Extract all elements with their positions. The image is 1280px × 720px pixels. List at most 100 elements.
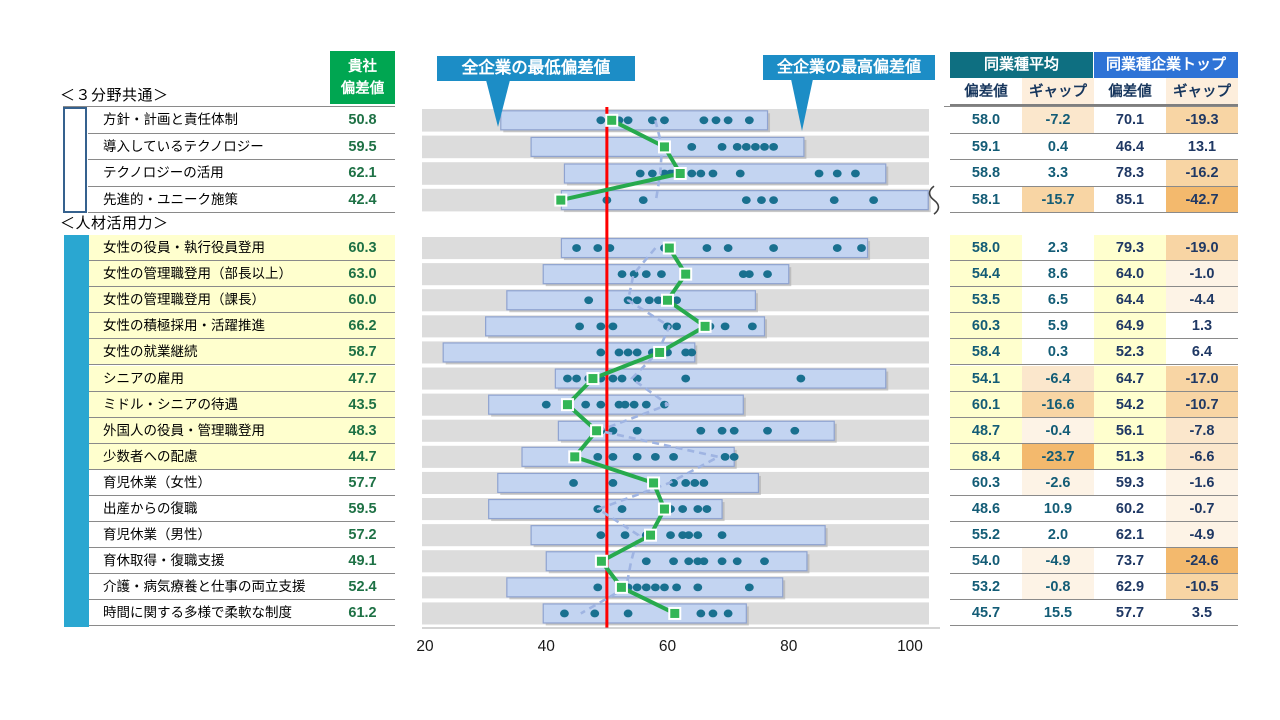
company-value: 48.3	[330, 417, 395, 444]
min-callout-tail	[486, 80, 510, 127]
company-value: 59.5	[330, 496, 395, 523]
company-dot	[760, 557, 769, 566]
avg-value-cell: 53.2	[950, 574, 1022, 601]
axis-break-squiggle	[928, 185, 940, 215]
company-marker	[657, 140, 671, 154]
top-value-cell: 56.1	[1094, 417, 1166, 444]
avg-value-cell: 58.1	[950, 186, 1022, 214]
top-value-cell: 54.2	[1094, 391, 1166, 418]
axis-tick-label: 100	[897, 638, 923, 655]
right-table-top-line	[944, 105, 1238, 107]
company-dot	[690, 479, 700, 487]
avg-gap-cell: 10.9	[1022, 496, 1094, 523]
company-dot	[632, 348, 642, 357]
company-dot	[732, 557, 742, 566]
top-gap-cell: 1.3	[1166, 313, 1238, 340]
company-marker	[590, 424, 604, 438]
company-dot	[869, 196, 879, 204]
company-dot	[632, 452, 642, 461]
avg-gap-cell: 6.5	[1022, 287, 1094, 314]
company-dot	[717, 557, 727, 566]
company-dot	[650, 583, 660, 592]
company-dot	[720, 452, 730, 461]
avg-value-cell: 58.8	[950, 160, 1022, 187]
top-gap-cell: -19.3	[1166, 107, 1238, 134]
company-dot	[741, 143, 751, 151]
min-callout: 全企業の最低偏差値	[437, 56, 635, 81]
category-label: ミドル・シニアの待遇	[88, 391, 330, 418]
company-dot	[678, 505, 688, 513]
category-label: 女性の役員・執行役員登用	[88, 235, 330, 262]
company-dot	[581, 400, 591, 409]
avg-value-cell: 58.4	[950, 339, 1022, 366]
top-value-cell: 64.9	[1094, 313, 1166, 340]
company-dot	[669, 452, 678, 461]
top-value-cell: 60.2	[1094, 496, 1166, 523]
axis-tick-label: 40	[538, 638, 556, 655]
company-dot	[763, 426, 772, 435]
company-dot	[681, 374, 691, 383]
company-value: 60.3	[330, 235, 395, 262]
company-marker	[662, 241, 676, 255]
company-dot	[769, 196, 778, 204]
range-bar	[542, 264, 790, 285]
company-dot	[641, 583, 651, 592]
category-label: 女性の積極採用・活躍推進	[88, 313, 330, 340]
avg-value-cell: 58.0	[950, 235, 1022, 262]
category-label: 女性の就業継続	[88, 339, 330, 366]
category-label: 出産からの復職	[88, 496, 330, 523]
company-value: 44.7	[330, 443, 395, 470]
company-dot	[617, 505, 627, 513]
top-value-cell: 64.4	[1094, 287, 1166, 314]
company-dot	[708, 609, 718, 618]
avg-gap-cell: -15.7	[1022, 186, 1094, 214]
company-dot	[541, 400, 551, 409]
company-value: 63.0	[330, 261, 395, 288]
company-value: 60.0	[330, 287, 395, 314]
company-marker	[661, 293, 674, 307]
company-dot	[596, 400, 606, 409]
category-label: 女性の管理職登用（部長以上）	[88, 261, 330, 288]
company-dot	[641, 557, 651, 566]
avg-gap-col-header: ギャップ	[1022, 78, 1094, 106]
company-dot	[596, 322, 606, 331]
company-dot	[687, 143, 697, 151]
company-dot	[569, 479, 578, 487]
section-title-common: ＜３分野共通＞	[60, 87, 169, 104]
category-label: 先進的・ユニーク施策	[88, 186, 330, 214]
company-dot	[699, 479, 709, 487]
company-value: 47.7	[330, 365, 395, 392]
company-dot	[681, 479, 691, 487]
company-dot	[723, 116, 733, 125]
company-dot	[617, 270, 627, 279]
avg-value-cell: 48.7	[950, 417, 1022, 444]
avg-gap-cell: -2.6	[1022, 469, 1094, 496]
company-dot	[744, 583, 754, 592]
avg-gap-cell: -0.4	[1022, 417, 1094, 444]
top-gap-cell: -10.5	[1166, 574, 1238, 601]
company-dot	[593, 452, 603, 461]
company-value: 58.7	[330, 339, 395, 366]
category-label: 少数者への配慮	[88, 443, 330, 470]
avg-value-cell: 48.6	[950, 496, 1022, 523]
company-dot	[608, 374, 618, 383]
company-value: 49.1	[330, 548, 395, 575]
company-dot	[857, 244, 866, 252]
company-dot	[593, 583, 603, 592]
category-label: シニアの雇用	[88, 365, 330, 392]
company-marker	[554, 193, 568, 207]
company-dot	[693, 531, 703, 540]
company-header-line2: 偏差値	[340, 81, 385, 98]
category-label: 介護・病気療養と仕事の両立支援	[88, 574, 330, 601]
company-dot	[738, 270, 748, 279]
company-dot	[572, 374, 581, 383]
company-marker	[647, 476, 661, 490]
top-gap-cell: 3.5	[1166, 600, 1238, 627]
avg-gap-cell: -6.4	[1022, 365, 1094, 392]
category-label: 育児休業（男性）	[88, 522, 330, 549]
avg-gap-cell: 0.3	[1022, 339, 1094, 366]
top-value-cell: 79.3	[1094, 235, 1166, 262]
company-dot	[796, 374, 806, 383]
company-dot	[608, 452, 618, 461]
company-dot	[717, 426, 727, 435]
